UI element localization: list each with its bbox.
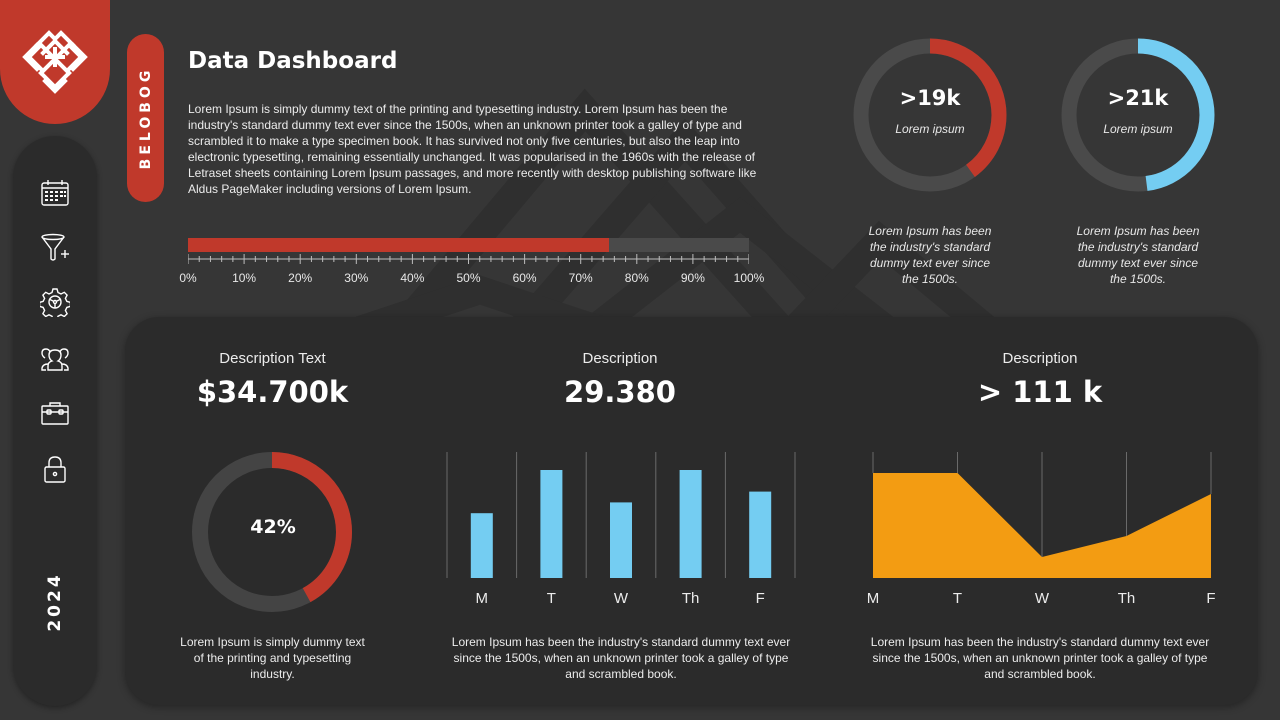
filter-add-icon xyxy=(41,233,69,261)
weekly-bar-chart xyxy=(446,452,796,578)
metric-card-revenue: Description Text $34.700k xyxy=(170,350,375,409)
metric-label: Description xyxy=(582,350,658,367)
progress-fill xyxy=(188,238,609,252)
x-axis-label: F xyxy=(1206,590,1216,607)
metric-value: 29.380 xyxy=(564,375,676,409)
ruler-tick-label: 50% xyxy=(456,271,481,285)
brand-name: BELOBOG xyxy=(137,66,154,170)
page-title: Data Dashboard xyxy=(188,48,398,74)
percentage-donut-chart xyxy=(192,452,352,612)
x-axis-label: W xyxy=(613,590,629,607)
sidebar-item-security[interactable] xyxy=(40,454,70,484)
ruler-tick-label: 20% xyxy=(288,271,313,285)
donut-chart xyxy=(1061,38,1215,192)
geometric-knot-logo-icon xyxy=(22,30,88,94)
sidebar-nav: 2024 xyxy=(13,136,97,706)
metric-card-total: Description > 111 k xyxy=(940,350,1140,409)
metric-note: Lorem Ipsum has been the industry's stan… xyxy=(870,635,1210,681)
calendar-icon xyxy=(41,180,69,206)
bar-F xyxy=(749,491,772,578)
sidebar-item-settings[interactable] xyxy=(40,287,70,317)
ruler-tick-label: 70% xyxy=(568,271,593,285)
metric-note: Lorem Ipsum is simply dummy text of the … xyxy=(180,635,365,681)
x-axis-label: F xyxy=(755,590,765,607)
x-axis-label: M xyxy=(475,590,489,607)
x-axis-label: W xyxy=(1034,590,1050,607)
x-axis-label: T xyxy=(546,590,556,607)
sidebar-item-filter[interactable] xyxy=(40,232,70,262)
area-series xyxy=(873,473,1211,578)
sidebar-item-calendar[interactable] xyxy=(40,178,70,208)
ruler-tick-label: 10% xyxy=(232,271,257,285)
stat-value: >21k xyxy=(1107,86,1169,110)
stat-donut-card-2: >21k Lorem ipsum Lorem Ipsum has been th… xyxy=(1053,35,1223,287)
donut-chart xyxy=(853,38,1007,192)
bar-Th xyxy=(679,470,702,578)
progress-bar xyxy=(188,238,749,252)
donut-percentage: 42% xyxy=(250,516,296,538)
bar-W xyxy=(610,502,632,578)
sidebar-item-team[interactable] xyxy=(40,343,70,373)
ruler-tick-label: 30% xyxy=(344,271,369,285)
bar-T xyxy=(540,470,563,578)
brand-logo[interactable] xyxy=(0,0,110,124)
weekly-area-chart xyxy=(872,452,1212,578)
stat-label: Lorem ipsum xyxy=(895,122,965,136)
progress-ruler-labels: 0% 10% 20% 30% 40% 50% 60% 70% 80% 90% 100% xyxy=(179,271,764,287)
bar-M xyxy=(470,513,493,578)
stat-value: >19k xyxy=(899,86,961,110)
ruler-tick-label: 40% xyxy=(400,271,425,285)
stat-donut-card-1: >19k Lorem ipsum Lorem Ipsum has been th… xyxy=(845,35,1015,287)
ruler-tick-label: 80% xyxy=(624,271,649,285)
users-group-icon xyxy=(41,348,69,371)
metric-note: Lorem Ipsum has been the industry's stan… xyxy=(451,635,791,681)
stat-label: Lorem ipsum xyxy=(1103,122,1173,136)
x-axis-label: M xyxy=(866,590,880,607)
x-axis-label: Th xyxy=(681,590,700,607)
ruler-tick-label: 100% xyxy=(733,271,765,285)
year-label: 2024 xyxy=(45,572,65,632)
metric-label: Description Text xyxy=(219,350,326,367)
intro-paragraph: Lorem Ipsum is simply dummy text of the … xyxy=(188,102,757,196)
metric-value: > 111 k xyxy=(977,375,1103,409)
settings-gear-icon xyxy=(40,288,70,317)
lock-icon xyxy=(44,456,66,483)
x-axis-label: Th xyxy=(1117,590,1136,607)
progress-ruler xyxy=(188,254,749,264)
ruler-tick-label: 90% xyxy=(680,271,705,285)
stat-note: Lorem Ipsum has been the industry's stan… xyxy=(868,224,992,286)
sidebar-item-portfolio[interactable] xyxy=(40,398,70,428)
metric-card-count: Description 29.380 xyxy=(520,350,720,409)
metric-label: Description xyxy=(1002,350,1078,367)
brand-name-pill: BELOBOG xyxy=(127,34,164,202)
ruler-tick-label: 60% xyxy=(512,271,537,285)
stat-note: Lorem Ipsum has been the industry's stan… xyxy=(1076,224,1200,286)
x-axis-label: T xyxy=(952,590,963,607)
metric-value: $34.700k xyxy=(196,375,349,409)
briefcase-icon xyxy=(41,402,69,425)
ruler-tick-label: 0% xyxy=(179,271,197,285)
